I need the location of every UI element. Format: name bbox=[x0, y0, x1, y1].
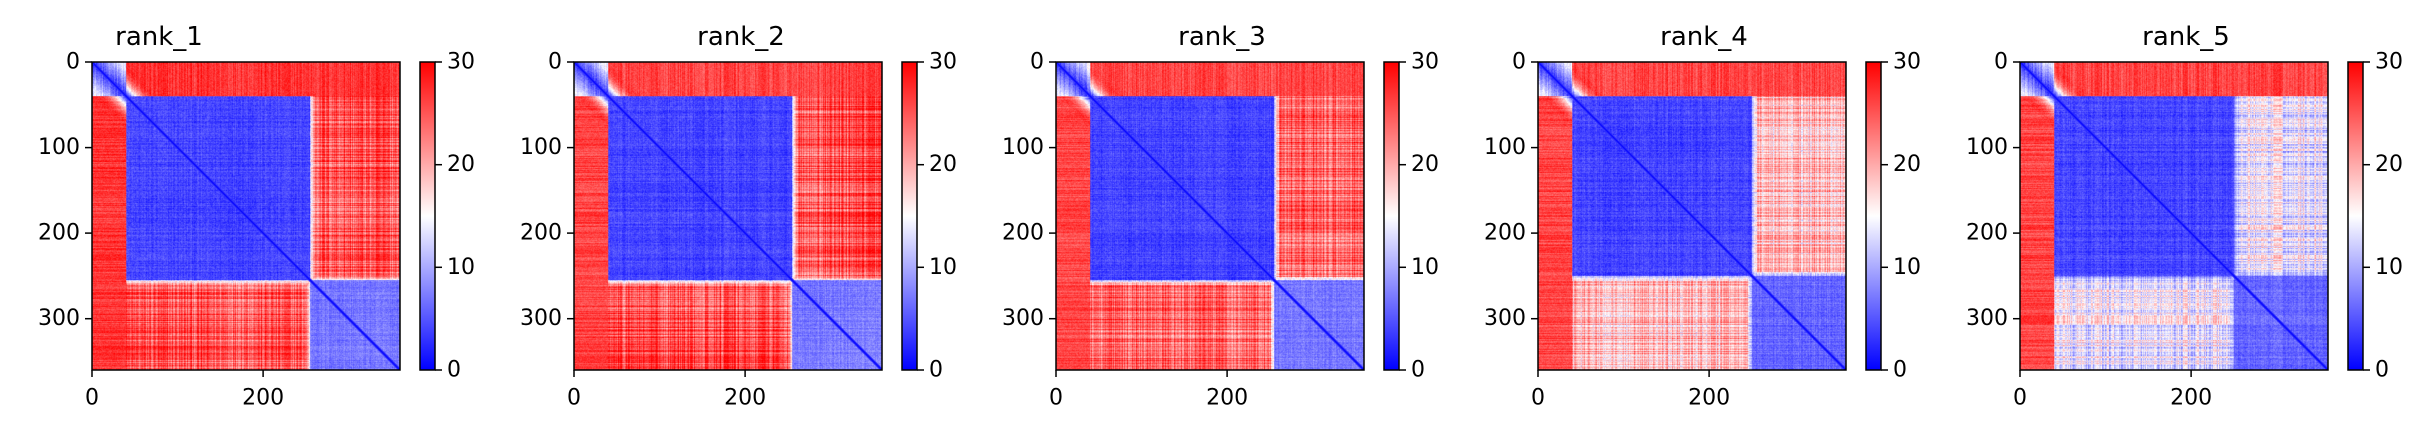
y-axis: 0 100 200 300 bbox=[38, 50, 92, 331]
colorbar-tick-label: 0 bbox=[2375, 358, 2389, 383]
plot-frame bbox=[573, 61, 883, 371]
x-tick-label: 0 bbox=[85, 386, 99, 411]
heatmap-image bbox=[1538, 62, 1846, 370]
y-axis: 0 100 200 300 bbox=[1002, 50, 1056, 331]
y-tick-label: 0 bbox=[1030, 50, 1044, 75]
x-axis: 0 200 bbox=[2013, 370, 2212, 411]
colorbar: 0 10 20 30 bbox=[2347, 50, 2403, 383]
colorbar-frame bbox=[1383, 61, 1400, 371]
colorbar-gradient bbox=[1384, 62, 1399, 370]
y-tick-label: 200 bbox=[1966, 221, 2008, 246]
heatmap-image bbox=[574, 62, 882, 370]
y-tick-label: 100 bbox=[1484, 135, 1526, 160]
colorbar-tick-label: 20 bbox=[2375, 152, 2403, 177]
x-tick-label: 0 bbox=[1531, 386, 1545, 411]
y-tick-label: 300 bbox=[520, 306, 562, 331]
x-tick-label: 200 bbox=[724, 386, 766, 411]
panel-title: rank_3 bbox=[1178, 22, 1266, 52]
y-axis: 0 100 200 300 bbox=[1966, 50, 2020, 331]
x-tick-label: 0 bbox=[567, 386, 581, 411]
y-tick-label: 300 bbox=[1966, 306, 2008, 331]
colorbar-frame bbox=[419, 61, 436, 371]
colorbar-tick-label: 0 bbox=[929, 358, 943, 383]
panel-rank-3: rank_3 0 100 200 300 0 200 0 10 bbox=[1002, 22, 1439, 411]
x-axis: 0 200 bbox=[85, 370, 284, 411]
colorbar-tick-label: 10 bbox=[2375, 255, 2403, 280]
y-tick-label: 100 bbox=[1002, 135, 1044, 160]
y-tick-label: 200 bbox=[520, 221, 562, 246]
y-axis: 0 100 200 300 bbox=[520, 50, 574, 331]
y-tick-label: 0 bbox=[1512, 50, 1526, 75]
colorbar-tick-label: 10 bbox=[1411, 255, 1439, 280]
colorbar-tick-label: 20 bbox=[1893, 152, 1921, 177]
heatmap-image bbox=[2020, 62, 2328, 370]
colorbar-tick-label: 20 bbox=[929, 152, 957, 177]
panel-rank-2: rank_2 0 100 200 300 0 200 0 10 bbox=[520, 22, 957, 411]
y-tick-label: 0 bbox=[1994, 50, 2008, 75]
panel-title: rank_5 bbox=[2142, 22, 2230, 52]
heatmap-image bbox=[92, 62, 400, 370]
y-tick-label: 300 bbox=[38, 306, 80, 331]
colorbar-tick-label: 30 bbox=[929, 50, 957, 75]
x-tick-label: 200 bbox=[242, 386, 284, 411]
x-axis: 0 200 bbox=[1531, 370, 1730, 411]
colorbar-frame bbox=[1865, 61, 1882, 371]
colorbar-gradient bbox=[1866, 62, 1881, 370]
plot-frame bbox=[1537, 61, 1847, 371]
colorbar: 0 10 20 30 bbox=[1383, 50, 1439, 383]
y-tick-label: 200 bbox=[1484, 221, 1526, 246]
colorbar-tick-label: 0 bbox=[1411, 358, 1425, 383]
y-tick-label: 200 bbox=[38, 221, 80, 246]
colorbar-tick-label: 30 bbox=[1411, 50, 1439, 75]
colorbar-frame bbox=[901, 61, 918, 371]
colorbar-tick-label: 10 bbox=[929, 255, 957, 280]
panel-title: rank_2 bbox=[697, 22, 785, 52]
colorbar-tick-label: 0 bbox=[447, 358, 461, 383]
x-tick-label: 200 bbox=[1688, 386, 1730, 411]
y-tick-label: 200 bbox=[1002, 221, 1044, 246]
y-tick-label: 300 bbox=[1002, 306, 1044, 331]
x-tick-label: 200 bbox=[1206, 386, 1248, 411]
colorbar: 0 10 20 30 bbox=[901, 50, 957, 383]
x-tick-label: 0 bbox=[2013, 386, 2027, 411]
x-tick-label: 200 bbox=[2170, 386, 2212, 411]
colorbar-gradient bbox=[902, 62, 917, 370]
y-tick-label: 300 bbox=[1484, 306, 1526, 331]
y-axis: 0 100 200 300 bbox=[1484, 50, 1538, 331]
colorbar-tick-label: 30 bbox=[1893, 50, 1921, 75]
colorbar-tick-label: 0 bbox=[1893, 358, 1907, 383]
colorbar-tick-label: 10 bbox=[447, 255, 475, 280]
x-axis: 0 200 bbox=[1049, 370, 1248, 411]
colorbar-tick-label: 20 bbox=[1411, 152, 1439, 177]
panel-rank-1: rank_1 0 100 200 300 0 200 0 10 bbox=[38, 22, 475, 411]
x-tick-label: 0 bbox=[1049, 386, 1063, 411]
panel-title: rank_4 bbox=[1660, 22, 1748, 52]
heatmap-image bbox=[1056, 62, 1364, 370]
colorbar-tick-label: 10 bbox=[1893, 255, 1921, 280]
colorbar-gradient bbox=[420, 62, 435, 370]
colorbar-tick-label: 30 bbox=[2375, 50, 2403, 75]
colorbar: 0 10 20 30 bbox=[419, 50, 475, 383]
colorbar-gradient bbox=[2348, 62, 2363, 370]
panel-title: rank_1 bbox=[115, 22, 203, 52]
plot-frame bbox=[91, 61, 401, 371]
panel-rank-4: rank_4 0 100 200 300 0 200 0 10 bbox=[1484, 22, 1921, 411]
y-tick-label: 100 bbox=[1966, 135, 2008, 160]
colorbar-tick-label: 30 bbox=[447, 50, 475, 75]
plot-frame bbox=[1055, 61, 1365, 371]
colorbar-tick-label: 20 bbox=[447, 152, 475, 177]
colorbar: 0 10 20 30 bbox=[1865, 50, 1921, 383]
x-axis: 0 200 bbox=[567, 370, 766, 411]
y-tick-label: 100 bbox=[38, 135, 80, 160]
y-tick-label: 0 bbox=[66, 50, 80, 75]
y-tick-label: 0 bbox=[548, 50, 562, 75]
colorbar-frame bbox=[2347, 61, 2364, 371]
y-tick-label: 100 bbox=[520, 135, 562, 160]
plot-frame bbox=[2019, 61, 2329, 371]
panel-rank-5: rank_5 0 100 200 300 0 200 0 10 bbox=[1966, 22, 2403, 411]
